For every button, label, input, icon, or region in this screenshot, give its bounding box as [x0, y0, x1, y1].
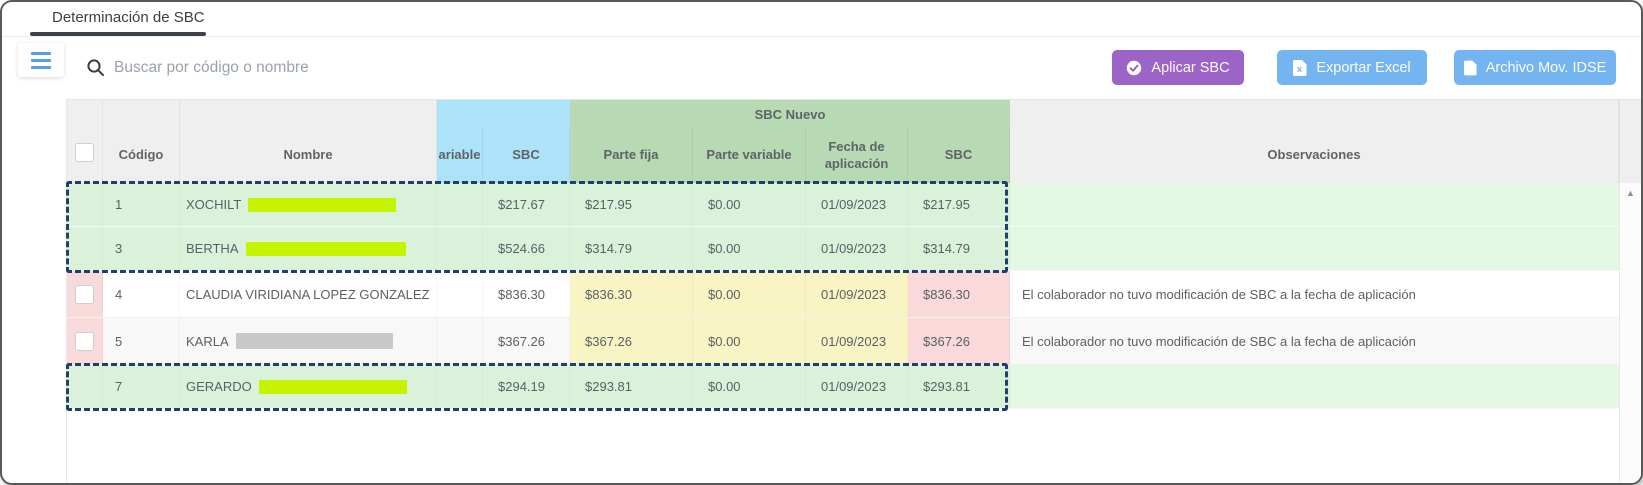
row-nombre: KARLA: [180, 318, 437, 364]
table-row[interactable]: 7 GERARDO $294.19 $293.81 $0.00 01/09/20…: [67, 365, 1641, 409]
table-row[interactable]: 4 CLAUDIA VIRIDIANA LOPEZ GONZALEZ $836.…: [67, 271, 1641, 318]
hamburger-icon: [31, 51, 51, 55]
row-sbc-nuevo: $367.26: [908, 318, 1010, 364]
row-parte-variable: $0.00: [693, 365, 806, 408]
row-select-cell: [67, 227, 103, 270]
aplicar-sbc-button[interactable]: Aplicar SBC: [1112, 50, 1244, 85]
row-sbc-nuevo: $217.95: [908, 183, 1010, 226]
table-empty-area: [67, 409, 1641, 483]
header-parte-variable-actual: ariable: [437, 128, 483, 183]
row-sbc-actual: $836.30: [483, 271, 570, 317]
excel-file-icon: x: [1293, 59, 1307, 76]
header-nombre: Nombre: [180, 100, 437, 183]
action-buttons: Aplicar SBC x Exportar Excel Archivo Mov…: [1112, 50, 1616, 85]
row-sbc-actual: $524.66: [483, 227, 570, 270]
row-checkbox[interactable]: [75, 284, 94, 304]
row-select-cell: [67, 183, 103, 226]
table-row[interactable]: 3 BERTHA $524.66 $314.79 $0.00 01/09/202…: [67, 227, 1641, 271]
row-sbc-actual: $217.67: [483, 183, 570, 226]
row-observaciones: El colaborador no tuvo modificación de S…: [1010, 271, 1641, 317]
row-observaciones: [1010, 183, 1641, 226]
tab-determinacion-sbc[interactable]: Determinación de SBC: [52, 9, 205, 26]
row-parte-fija: $367.26: [570, 318, 693, 364]
row-observaciones: El colaborador no tuvo modificación de S…: [1010, 318, 1641, 364]
row-parte-variable: $0.00: [693, 271, 806, 317]
main-area: Aplicar SBC x Exportar Excel Archivo Mov…: [66, 37, 1641, 483]
archivo-mov-idse-button[interactable]: Archivo Mov. IDSE: [1454, 50, 1616, 85]
toolbar: Aplicar SBC x Exportar Excel Archivo Mov…: [66, 37, 1641, 99]
redaction-bar: [245, 241, 406, 256]
row-parte-variable: $0.00: [693, 183, 806, 226]
row-parte-variable: $0.00: [693, 227, 806, 270]
header-fecha-aplicacion: Fecha de aplicación: [806, 128, 908, 183]
search-icon: [87, 59, 104, 76]
header-parte-variable: Parte variable: [693, 128, 806, 183]
tab-bar: Determinación de SBC: [2, 2, 1641, 37]
row-codigo: 3: [103, 227, 180, 270]
row-nombre: GERARDO: [180, 365, 437, 408]
row-parte-variable: $0.00: [693, 318, 806, 364]
row-codigo: 1: [103, 183, 180, 226]
row-observaciones: [1010, 365, 1641, 408]
group-sbc-nuevo: SBC Nuevo Parte fija Parte variable Fech…: [570, 100, 1010, 183]
exportar-excel-button[interactable]: x Exportar Excel: [1277, 50, 1427, 85]
header-sbc-actual: SBC: [483, 128, 570, 183]
row-sbc-actual: $294.19: [483, 365, 570, 408]
row-fecha-aplicacion: 01/09/2023: [806, 365, 908, 408]
row-fecha-aplicacion: 01/09/2023: [806, 318, 908, 364]
header-sbc-nuevo: SBC: [908, 128, 1010, 183]
header-codigo: Código: [103, 100, 180, 183]
row-observaciones: [1010, 227, 1641, 270]
row-sbc-nuevo: $293.81: [908, 365, 1010, 408]
check-circle-icon: [1127, 60, 1142, 75]
header-select-cell: [67, 100, 103, 183]
row-checkbox[interactable]: [75, 331, 94, 351]
row-fecha-aplicacion: 01/09/2023: [806, 183, 908, 226]
row-select-cell: [67, 365, 103, 408]
row-nombre: CLAUDIA VIRIDIANA LOPEZ GONZALEZ: [180, 271, 437, 317]
sbc-table: Código Nombre ariable SBC SBC Nuevo Part…: [66, 99, 1641, 483]
table-header: Código Nombre ariable SBC SBC Nuevo Part…: [67, 100, 1641, 183]
row-codigo: 7: [103, 365, 180, 408]
row-fecha-aplicacion: 01/09/2023: [806, 271, 908, 317]
row-parte-fija: $314.79: [570, 227, 693, 270]
row-parte-fija: $217.95: [570, 183, 693, 226]
vertical-scrollbar[interactable]: ▲: [1619, 183, 1641, 483]
svg-text:x: x: [1297, 64, 1302, 74]
row-select-cell: [67, 318, 103, 364]
select-all-checkbox[interactable]: [75, 143, 94, 162]
header-scroll-stub: [1619, 100, 1641, 183]
row-codigo: 4: [103, 271, 180, 317]
row-fecha-aplicacion: 01/09/2023: [806, 227, 908, 270]
redaction-bar: [258, 379, 407, 394]
row-sbc-nuevo: $314.79: [908, 227, 1010, 270]
search-input[interactable]: [114, 49, 994, 87]
header-parte-fija: Parte fija: [570, 128, 693, 183]
row-parte-fija: $293.81: [570, 365, 693, 408]
scroll-up-icon[interactable]: ▲: [1626, 188, 1635, 198]
menu-button[interactable]: [18, 43, 64, 77]
redaction-bar: [235, 333, 393, 349]
group-sbc-nuevo-label: SBC Nuevo: [754, 106, 826, 122]
row-parte-fija: $836.30: [570, 271, 693, 317]
row-codigo: 5: [103, 318, 180, 364]
table-row[interactable]: 1 XOCHILT $217.67 $217.95 $0.00 01/09/20…: [67, 183, 1641, 227]
header-observaciones: Observaciones: [1010, 100, 1619, 183]
table-row[interactable]: 5 KARLA $367.26 $367.26 $0.00 01/09/2023…: [67, 318, 1641, 365]
file-icon: [1463, 60, 1477, 75]
row-nombre: BERTHA: [180, 227, 437, 270]
redaction-bar: [248, 197, 397, 212]
row-select-cell: [67, 271, 103, 317]
group-sbc-actual: ariable SBC: [437, 100, 570, 183]
row-sbc-nuevo: $836.30: [908, 271, 1010, 317]
row-sbc-actual: $367.26: [483, 318, 570, 364]
row-nombre: XOCHILT: [180, 183, 437, 226]
tab-active-underline: [30, 32, 206, 36]
